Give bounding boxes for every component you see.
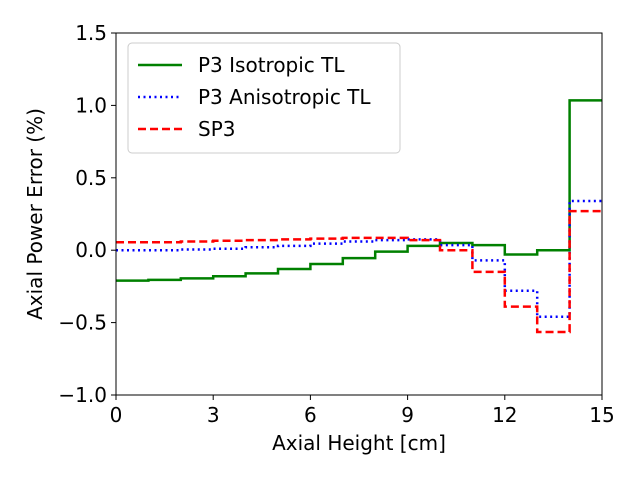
ticks-layer: 0 3 6 9 12 15 −1.0 −0.5 0.0 0.5 1.0 1.5	[58, 21, 614, 427]
y-tick-label: −1.0	[58, 383, 107, 407]
series-layer	[116, 99, 602, 334]
x-tick-label: 12	[492, 403, 517, 427]
series-line-1	[116, 99, 602, 282]
series-line-3	[116, 209, 602, 334]
x-tick-label: 3	[207, 403, 220, 427]
y-tick-label: 1.0	[75, 93, 107, 117]
y-tick-label: 1.5	[75, 21, 107, 45]
legend-label: P3 Isotropic TL	[198, 53, 345, 77]
legend: P3 Isotropic TL P3 Anisotropic TL SP3	[127, 42, 401, 154]
legend-box	[127, 42, 401, 154]
y-tick-label: 0.0	[75, 238, 107, 262]
x-axis-title: Axial Height [cm]	[272, 431, 446, 455]
x-tick-label: 0	[110, 403, 123, 427]
y-axis-title: Axial Power Error (%)	[23, 108, 47, 320]
legend-label: P3 Anisotropic TL	[198, 85, 371, 109]
plot-frame	[115, 32, 603, 396]
x-tick-label: 6	[304, 403, 317, 427]
y-tick-label: 0.5	[75, 166, 107, 190]
x-tick-label: 9	[401, 403, 414, 427]
x-tick-label: 15	[589, 403, 614, 427]
legend-label: SP3	[198, 117, 235, 141]
y-tick-label: −0.5	[58, 311, 107, 335]
